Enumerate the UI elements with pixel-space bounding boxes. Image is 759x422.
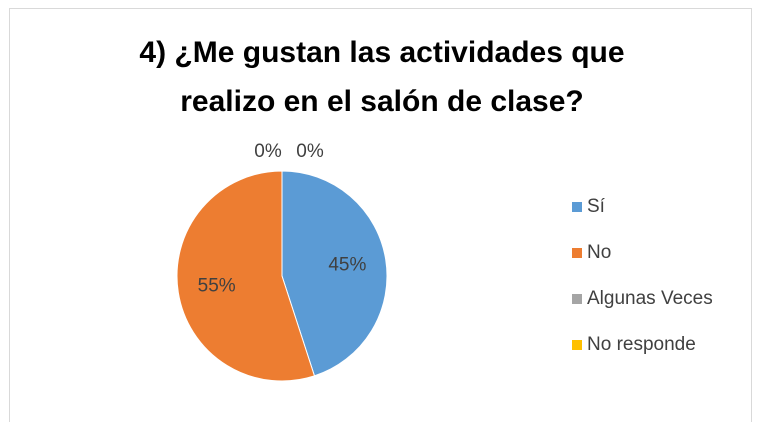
chart-title: realizo en el salón de clase? bbox=[180, 85, 584, 118]
pie-slice bbox=[281, 170, 388, 377]
data-label: 45% bbox=[328, 255, 366, 276]
data-label: 55% bbox=[198, 275, 236, 296]
legend-label: Algunas Veces bbox=[587, 288, 713, 309]
legend-swatch bbox=[572, 294, 582, 304]
chart-title: 4) ¿Me gustan las actividades que bbox=[139, 36, 624, 69]
legend-label: No bbox=[587, 242, 611, 263]
legend-swatch bbox=[572, 202, 582, 212]
data-label: 0% bbox=[254, 141, 282, 162]
legend-label: No responde bbox=[587, 334, 696, 355]
legend-label: Sí bbox=[587, 196, 606, 217]
legend-swatch bbox=[572, 340, 582, 350]
chart-border bbox=[9, 8, 752, 422]
data-label: 0% bbox=[296, 141, 324, 162]
legend-swatch bbox=[572, 248, 582, 258]
pie-slice bbox=[176, 170, 316, 382]
